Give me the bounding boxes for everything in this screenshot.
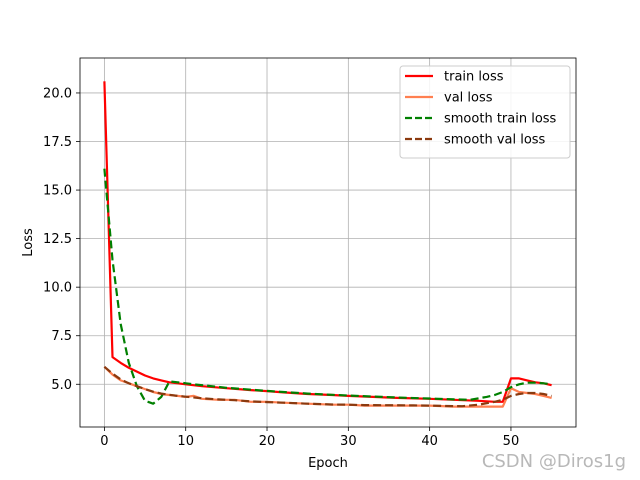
y-axis-title: Loss: [21, 228, 36, 257]
y-tick-label: 12.5: [43, 232, 72, 247]
x-axis-title: Epoch: [308, 456, 348, 471]
series-lines: [103, 81, 552, 408]
x-tick-label: 10: [177, 434, 194, 449]
legend-box: [399, 65, 571, 159]
series-line-smooth-train-loss: [103, 168, 552, 405]
legend-label: smooth val loss: [444, 133, 546, 148]
x-tick-label: 20: [259, 434, 276, 449]
y-tick-label: 10.0: [43, 281, 72, 296]
series-line-smooth-val-loss: [103, 365, 552, 408]
x-tick-label: 40: [421, 434, 438, 449]
plot-frame: [79, 57, 577, 428]
watermark: CSDN @Diros1g: [481, 451, 626, 472]
x-ticks: 0 10 20 30 40 50: [100, 427, 519, 449]
legend-label: train loss: [444, 70, 504, 85]
y-tick-label: 7.5: [51, 329, 72, 344]
y-tick-label: 5.0: [51, 378, 72, 393]
legend-label: val loss: [444, 91, 493, 106]
x-tick-label: 0: [100, 434, 108, 449]
legend: train loss val loss smooth train loss smoot…: [399, 65, 571, 159]
y-tick-label: 17.5: [43, 135, 72, 150]
y-ticks: 5.0 7.5 10.0 12.5 15.0 17.5 20.0: [43, 86, 80, 393]
x-tick-label: 30: [340, 434, 357, 449]
legend-label: smooth train loss: [444, 112, 557, 127]
y-tick-label: 20.0: [43, 86, 72, 101]
x-tick-label: 50: [503, 434, 520, 449]
y-tick-label: 15.0: [43, 184, 72, 199]
